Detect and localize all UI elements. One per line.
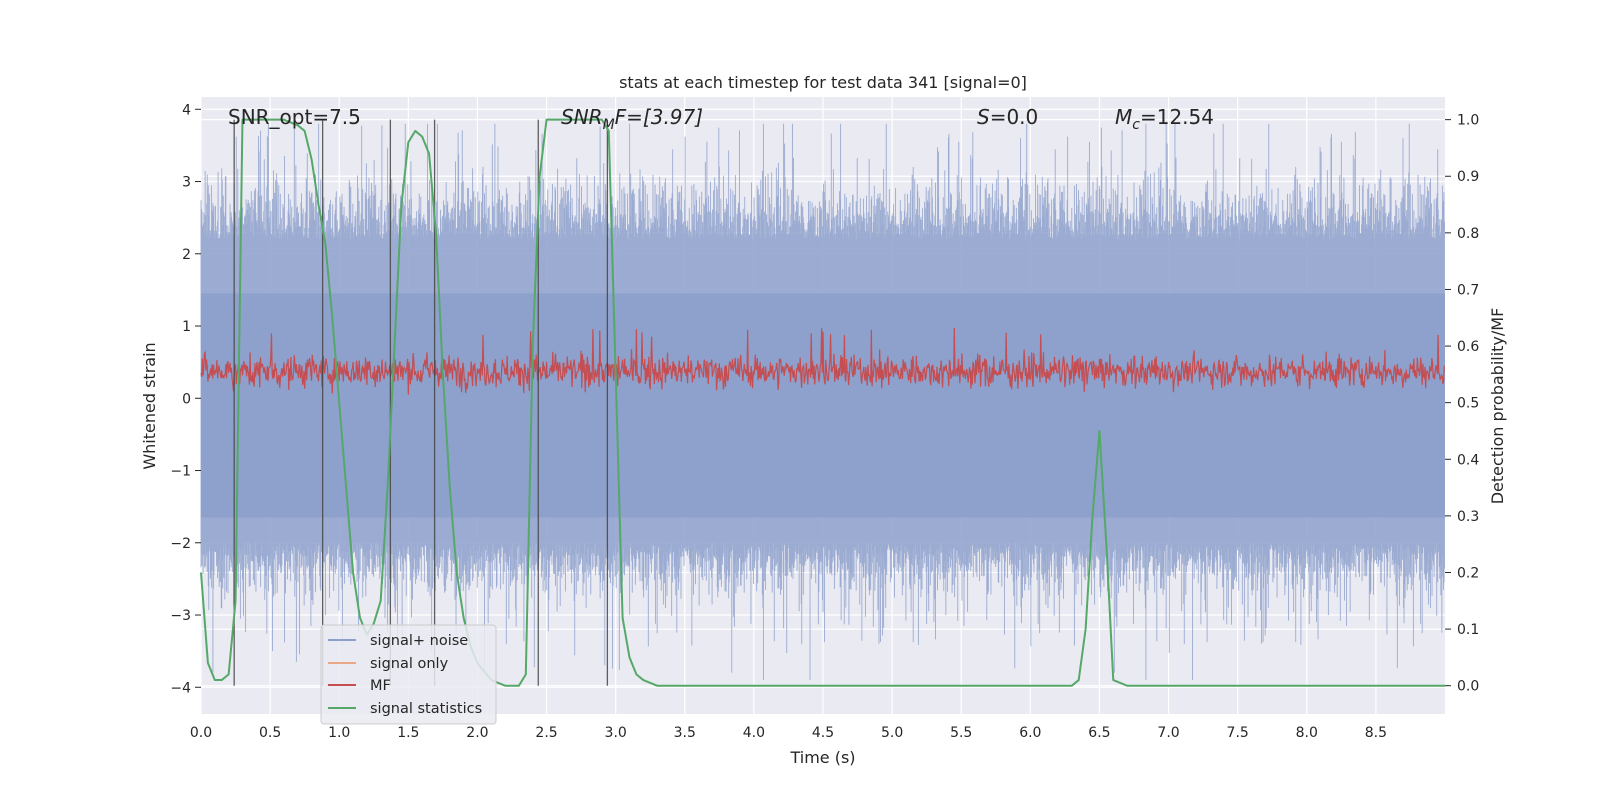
annotation-s-label: S [977, 105, 990, 129]
x-tick-label: 2.0 [466, 725, 488, 741]
signal-noise-core [201, 293, 1445, 518]
y-right-tick-label: 0.3 [1457, 509, 1479, 525]
legend: signal+ noise signal only MF signal stat… [320, 624, 497, 725]
y-right-tick-label: 0.2 [1457, 565, 1479, 581]
y-left-tick-label: −3 [170, 608, 191, 624]
y-right-tick-label: 0.6 [1457, 339, 1479, 355]
y-axis-left-label: Whitened strain [140, 342, 159, 469]
x-tick-label: 0.5 [259, 725, 281, 741]
x-tick-label: 4.0 [743, 725, 765, 741]
y-right-tick-label: 0.1 [1457, 622, 1479, 638]
x-tick-label: 1.0 [328, 725, 350, 741]
y-right-tick-label: 0.9 [1457, 169, 1479, 185]
annotation-snr-mf-sub: M [603, 117, 615, 133]
annotation-mc: Mc=12.54 [1115, 105, 1214, 133]
x-tick-label: 4.5 [812, 725, 834, 741]
y-right-tick-label: 0.0 [1457, 679, 1479, 695]
annotation-snr-opt: SNR_opt=7.5 [228, 105, 361, 129]
legend-label-signal-statistics: signal statistics [370, 701, 482, 717]
x-tick-label: 7.5 [1227, 725, 1249, 741]
chart-title: stats at each timestep for test data 341… [619, 73, 1027, 92]
legend-label-mf: MF [370, 678, 391, 694]
y-left-tick-label: −4 [170, 680, 191, 696]
x-tick-label: 1.5 [397, 725, 419, 741]
x-axis-ticks: 0.0 0.5 1.0 1.5 2.0 2.5 3.0 3.5 4.0 4.5 5.0 5.5 6.0 6… [190, 725, 1387, 741]
mf-trace [200, 327, 1445, 395]
x-tick-label: 6.0 [1019, 725, 1041, 741]
y-axis-right-label: Detection probability/MF [1488, 308, 1507, 505]
series-mf [200, 327, 1445, 395]
series-signal-noise [200, 123, 1445, 680]
y-axis-left-ticks: −4 −3 −2 −1 0 1 2 3 4 [170, 102, 201, 696]
annotation-snr-mf-label: SNR [561, 105, 603, 129]
y-right-tick-label: 0.4 [1457, 452, 1479, 468]
x-axis-label: Time (s) [789, 748, 855, 767]
annotation-snr-mf: SNRMF=[3.97] [561, 105, 703, 133]
y-axis-right-ticks: 0.0 0.1 0.2 0.3 0.4 0.5 0.6 0.7 0.8 0.9 1.0 [1445, 113, 1479, 695]
x-tick-label: 0.0 [190, 725, 212, 741]
annotation-mc-value: =12.54 [1140, 105, 1214, 129]
y-left-tick-label: 2 [182, 247, 191, 263]
x-tick-label: 2.5 [535, 725, 557, 741]
x-tick-label: 7.0 [1157, 725, 1179, 741]
y-left-tick-label: −1 [170, 464, 191, 480]
annotation-mc-sub: c [1132, 117, 1140, 133]
y-right-tick-label: 0.5 [1457, 396, 1479, 412]
legend-label-signal-only: signal only [370, 656, 449, 672]
annotation-s: S=0.0 [977, 105, 1038, 129]
y-left-tick-label: 3 [182, 175, 191, 191]
annotation-mc-label: M [1115, 105, 1132, 129]
x-tick-label: 3.5 [674, 725, 696, 741]
y-left-tick-label: −2 [170, 536, 191, 552]
y-left-tick-label: 1 [182, 319, 191, 335]
legend-box [320, 624, 497, 725]
annotation-snr-mf-f: F=[3.97] [615, 105, 703, 129]
x-tick-label: 3.0 [605, 725, 627, 741]
x-tick-label: 8.0 [1296, 725, 1318, 741]
y-left-tick-label: 0 [182, 391, 191, 407]
y-right-tick-label: 0.7 [1457, 282, 1479, 298]
x-tick-label: 8.5 [1365, 725, 1387, 741]
x-tick-label: 6.5 [1088, 725, 1110, 741]
x-tick-label: 5.5 [950, 725, 972, 741]
annotation-s-value: =0.0 [990, 105, 1039, 129]
y-right-tick-label: 1.0 [1457, 113, 1479, 129]
legend-label-signal-noise: signal+ noise [370, 633, 468, 649]
y-left-tick-label: 4 [182, 102, 191, 118]
y-right-tick-label: 0.8 [1457, 226, 1479, 242]
x-tick-label: 5.0 [881, 725, 903, 741]
